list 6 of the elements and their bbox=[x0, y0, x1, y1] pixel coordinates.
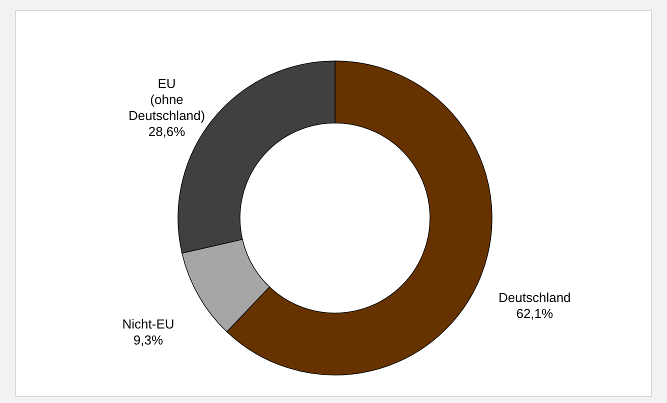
slice-label: EU (ohne Deutschland) bbox=[128, 76, 206, 124]
data-label: 9,3% bbox=[133, 332, 164, 348]
slice-label: Nicht-EU bbox=[122, 316, 174, 332]
data-label: 28,6% bbox=[148, 124, 186, 140]
slice-label: Deutschland bbox=[498, 290, 571, 305]
data-label: 62,1% bbox=[516, 306, 554, 321]
